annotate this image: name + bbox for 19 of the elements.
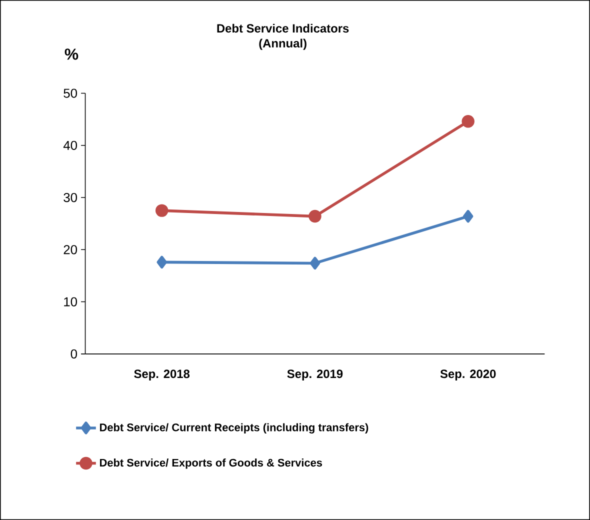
x-tick-label: Sep. 2020 [440, 370, 496, 380]
y-axis-title: % [64, 48, 78, 60]
y-tick-label: 10 [64, 297, 78, 306]
y-tick-label: 50 [64, 88, 78, 98]
y-tick-label: 0 [70, 349, 78, 358]
chart-title: Debt Service Indicators (Annual) [217, 24, 349, 50]
point [462, 115, 474, 128]
point [308, 210, 322, 223]
y-tick-label: 30 [64, 192, 78, 202]
point [155, 204, 168, 217]
x-tick-label: Sep. 2019 [287, 370, 343, 380]
legend-label: Debt Service/ Current Receipts (including transfers) [100, 423, 368, 434]
point [462, 210, 474, 223]
y-tick-label: 40 [63, 140, 78, 150]
point [310, 256, 320, 270]
point [156, 256, 167, 268]
legend-label: Debt Service/ Exports of Goods & Services [100, 458, 322, 469]
x-tick-label: Sep. 2018 [134, 370, 190, 380]
y-tick-label: 20 [64, 245, 78, 254]
